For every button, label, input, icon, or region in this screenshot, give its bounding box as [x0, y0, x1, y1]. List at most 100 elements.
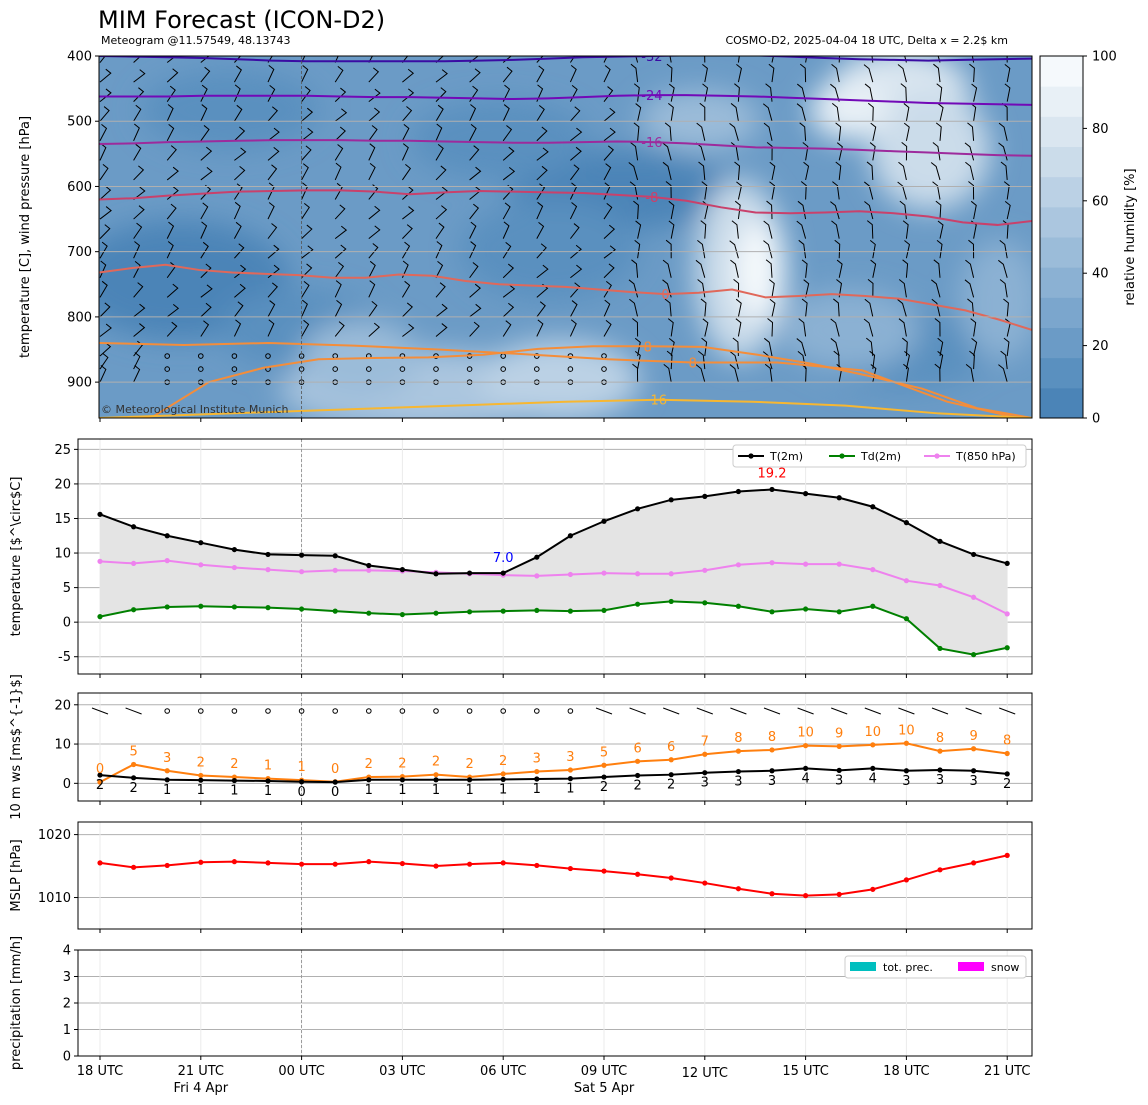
wind-barb-icon	[803, 279, 810, 298]
y-tick-label: 600	[67, 180, 92, 195]
wind-barb-icon	[629, 181, 639, 200]
wind-barb-icon	[769, 161, 776, 181]
wind-barb-icon	[267, 202, 275, 220]
wind-barb-icon	[99, 241, 108, 259]
wind-barb-icon	[570, 146, 582, 161]
gust-value-label: 2	[365, 757, 373, 772]
wind-barb-icon	[835, 161, 842, 180]
wind-barb-icon	[934, 318, 941, 337]
gust-value-label: 7	[701, 734, 709, 749]
wind-barb-icon	[536, 201, 544, 220]
legend-box	[732, 444, 1027, 468]
wind-barb-icon	[570, 223, 580, 239]
series-t2m-point	[433, 571, 439, 577]
wind-barb-icon	[334, 300, 343, 318]
series-td2m-line	[99, 600, 1008, 656]
wind-barb-icon	[603, 56, 608, 63]
wind-barb-icon	[662, 161, 672, 181]
panel-frame	[98, 55, 1033, 419]
wind-barb-icon	[368, 225, 381, 240]
series-gust-point	[870, 742, 876, 748]
y-tick-label: 1020	[38, 828, 71, 843]
wind-barb-icon	[334, 244, 347, 259]
rh-patch	[140, 70, 320, 150]
wind-barb-icon	[200, 202, 209, 220]
colorbar-band	[1040, 116, 1083, 147]
colorbar-tick-label: 20	[1092, 339, 1109, 354]
gust-value-label: 3	[533, 752, 541, 767]
wind-barb-icon	[799, 122, 807, 141]
wind-barb-icon	[200, 302, 212, 318]
calm-wind-icon	[231, 366, 238, 372]
y-axis-label: MSLP [hPa]	[9, 839, 24, 911]
wind-barb-icon	[831, 63, 840, 83]
wind-barb-icon	[166, 166, 179, 181]
wind-barb-icon	[334, 280, 342, 298]
wind-barb-icon	[934, 363, 941, 383]
rh-patch	[960, 240, 1032, 360]
wind-barb-icon	[536, 243, 547, 259]
wind-barb-icon	[435, 241, 443, 259]
model-subtitle: COSMO-D2, 2025-04-04 18 UTC, Delta x = 2…	[725, 34, 1008, 47]
wind-barb-icon	[798, 318, 807, 337]
wind-barb-icon	[668, 220, 675, 239]
gust-value-label: 8	[734, 731, 742, 746]
wind-barb-icon	[233, 221, 242, 239]
wind-barb-icon	[435, 165, 447, 181]
wind-barb-icon	[970, 200, 977, 220]
series-mslp-point	[1004, 852, 1010, 858]
wind-barb-icon	[902, 259, 909, 278]
y-tick-label: 1	[63, 1023, 71, 1038]
wind-barb-icon	[99, 88, 112, 103]
wind-barb-icon	[866, 220, 874, 239]
wind-barb-icon	[99, 106, 110, 122]
series-td2m-point	[769, 609, 775, 615]
series-t850hpa-point	[903, 578, 910, 584]
wind-barb-icon	[368, 322, 381, 337]
series-mean-point	[198, 777, 204, 783]
wind-barb-icon	[99, 323, 112, 337]
wind-barb-icon	[536, 221, 545, 239]
series-t2m-point	[702, 493, 708, 499]
series-mslp-point	[366, 859, 372, 865]
y-tick-label: 15	[54, 512, 71, 527]
series-gust-point	[668, 757, 674, 763]
wind-barb-icon	[900, 83, 907, 102]
wind-barb-icon	[603, 224, 616, 239]
mean-value-label: 1	[499, 782, 507, 797]
wind-barb-icon	[570, 127, 583, 142]
wind-barb-icon	[234, 165, 246, 181]
series-t850hpa-point	[299, 569, 305, 575]
wind-barb-icon	[696, 122, 706, 141]
panel-frame	[77, 821, 1033, 930]
wind-barb-icon	[799, 63, 807, 83]
wind-barb-icon	[733, 278, 740, 298]
mean-value-label: 4	[869, 771, 877, 786]
series-td2m-point	[702, 600, 708, 606]
mslp-panel: 1010 1020 MSLP [hPa]	[9, 821, 1033, 933]
wind-barb-icon	[628, 162, 639, 181]
calm-wind-icon	[534, 708, 540, 714]
series-mean-point	[702, 770, 708, 776]
colorbar-band	[1040, 297, 1083, 328]
gust-value-label: 8	[1003, 733, 1011, 748]
wind-barb-icon	[99, 56, 106, 63]
colorbar-tick-label: 100	[1092, 50, 1117, 65]
wind-barb-icon	[133, 69, 146, 83]
wind-barb-icon	[933, 259, 941, 278]
wind-barb-icon	[435, 205, 448, 220]
wind-barb-icon	[800, 181, 807, 200]
wind-barb-icon	[334, 144, 344, 161]
wind-barb-icon	[469, 145, 480, 161]
series-mean-point	[567, 776, 574, 782]
wind-barb-icon	[662, 259, 672, 278]
wind-barb-icon	[932, 142, 941, 161]
series-t2m-point	[635, 506, 641, 512]
calm-wind-icon	[366, 708, 372, 714]
wind-barb-icon	[801, 298, 808, 317]
series-gust-point	[164, 768, 170, 774]
series-t2m-point	[903, 520, 910, 526]
series-mean-point	[299, 779, 305, 785]
wind-barb-icon	[402, 106, 413, 122]
y-tick-label: 10	[54, 738, 71, 753]
